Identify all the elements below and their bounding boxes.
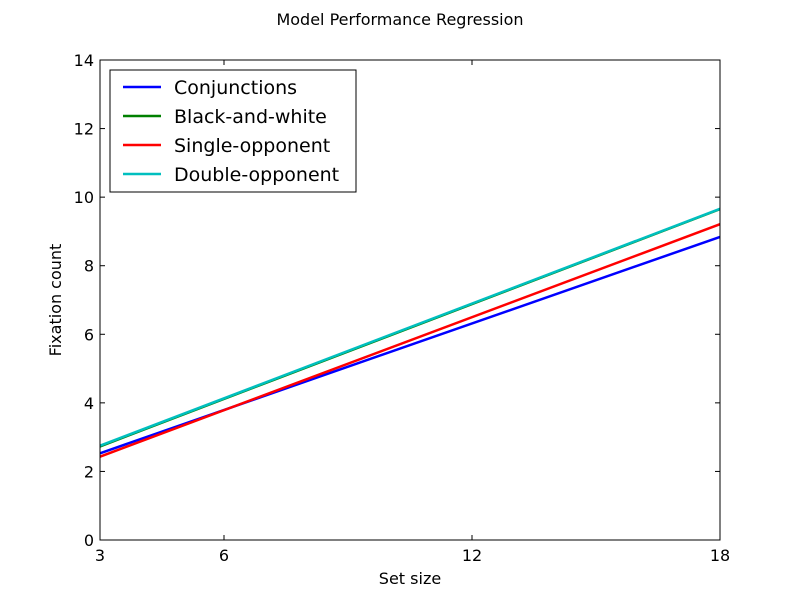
legend: Conjunctions Black-and-white Single-oppone… — [109, 69, 357, 193]
y-tick-label: 8 — [84, 257, 94, 276]
y-tick-label: 14 — [74, 51, 94, 70]
y-tick-label: 0 — [84, 531, 94, 550]
x-axis-label: Set size — [379, 569, 441, 588]
legend-label: Single-opponent — [174, 135, 330, 157]
y-axis-label: Fixation count — [46, 244, 65, 357]
plot-frame — [99, 59, 721, 541]
series-line-3 — [99, 223, 721, 458]
y-tick-label: 6 — [84, 325, 94, 344]
y-tick-label: 4 — [84, 394, 94, 413]
y-tick-label: 2 — [84, 462, 94, 481]
x-axis-ticks: 3 6 12 18 — [95, 60, 730, 565]
x-tick-label: 3 — [95, 546, 105, 565]
legend-label: Double-opponent — [174, 164, 339, 186]
series-line-4 — [99, 207, 721, 447]
series-lines — [99, 207, 721, 458]
chart-title: Model Performance Regression — [276, 10, 523, 29]
y-tick-label: 10 — [74, 188, 94, 207]
legend-label: Conjunctions — [174, 77, 297, 99]
x-tick-label: 6 — [219, 546, 229, 565]
x-tick-label: 18 — [710, 546, 730, 565]
legend-box — [109, 69, 357, 193]
legend-label: Black-and-white — [174, 106, 327, 128]
y-axis-ticks: 0 2 4 6 8 10 12 14 — [74, 51, 720, 550]
x-tick-label: 12 — [462, 546, 482, 565]
y-tick-label: 12 — [74, 120, 94, 139]
